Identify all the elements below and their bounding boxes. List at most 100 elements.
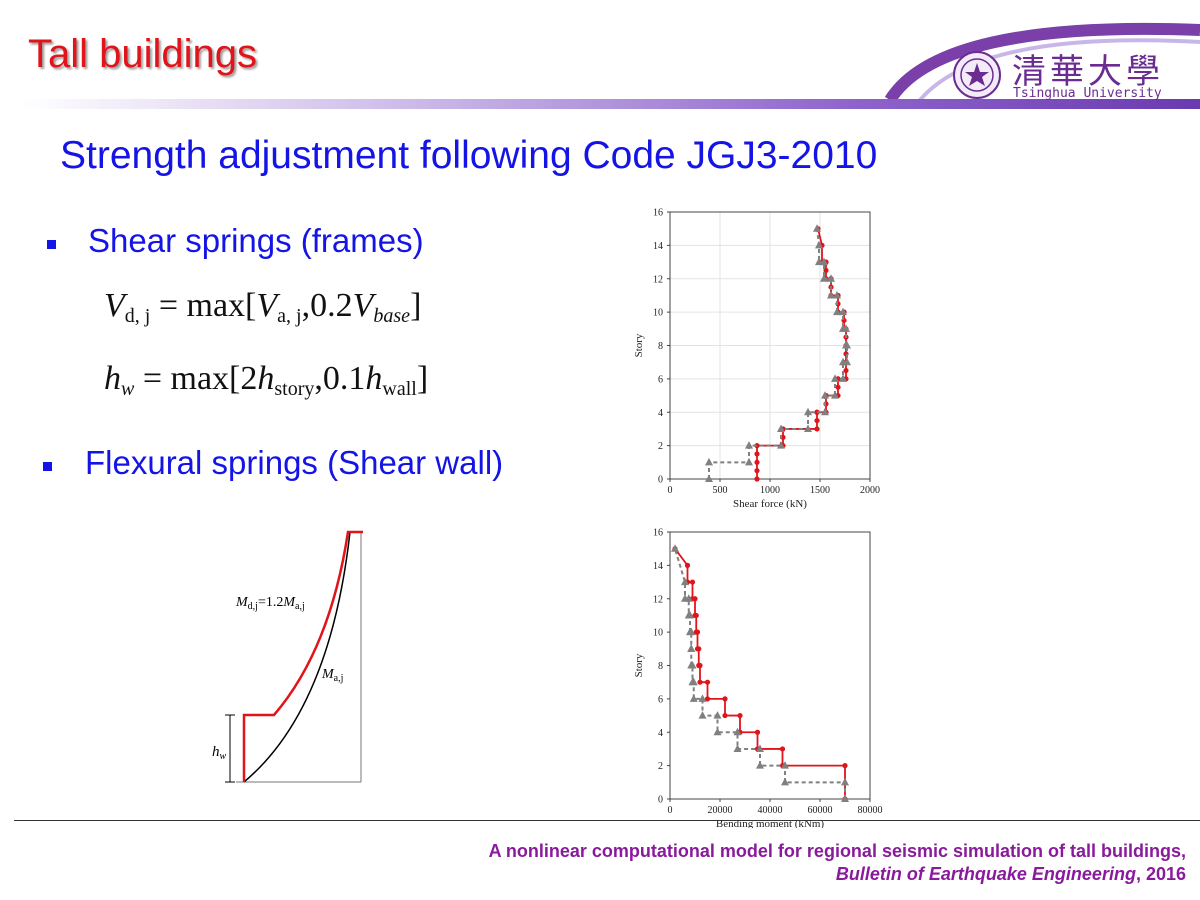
data-point-triangle: [705, 457, 713, 466]
logo-english-text: Tsinghua University: [1013, 86, 1162, 101]
data-point-triangle: [756, 761, 764, 769]
eq2-term1-sub: story: [274, 378, 315, 400]
moment-diagram: Md,j=1.2Ma,j Ma,j hw: [212, 530, 363, 783]
data-point-circle: [814, 426, 820, 432]
title-underline-bar: [20, 99, 1200, 109]
footer-divider: [14, 820, 1200, 821]
x-tick-label: 0: [668, 805, 673, 816]
y-axis-label: Story: [633, 333, 645, 357]
eq1-mid: ,0.2: [301, 287, 353, 324]
data-point-triangle: [681, 577, 689, 586]
data-point-triangle: [681, 594, 689, 602]
data-point-circle: [722, 712, 728, 719]
bullet-flexural-springs: Flexural springs (Shear wall): [85, 444, 504, 481]
data-point-triangle: [733, 744, 742, 752]
eq2-term2: h: [365, 360, 383, 397]
data-point-triangle: [827, 274, 835, 282]
x-tick-label: 1500: [810, 485, 830, 496]
eq1-term1: V: [256, 287, 278, 324]
eq1-term1-sub: a, j: [277, 305, 302, 327]
bullet-marker: [43, 462, 52, 471]
bullet-marker: [47, 240, 56, 249]
data-point-triangle: [705, 474, 713, 482]
data-point-triangle: [686, 627, 694, 636]
data-point-circle: [704, 696, 711, 702]
y-tick-label: 6: [658, 374, 663, 385]
eq2-end: ]: [416, 360, 429, 397]
data-point-triangle: [671, 544, 679, 552]
slide-subtitle: Strength adjustment following Code JGJ3-…: [60, 134, 878, 177]
citation-year: , 2016: [1135, 864, 1186, 884]
data-point-triangle: [687, 661, 696, 669]
y-tick-label: 2: [658, 441, 663, 452]
y-tick-label: 8: [658, 341, 663, 352]
y-tick-label: 12: [653, 594, 663, 605]
y-tick-label: 0: [658, 475, 663, 486]
eq1-lhs: V: [104, 287, 125, 324]
citation-title: A nonlinear computational model for regi…: [488, 841, 1186, 861]
citation-journal-line: Bulletin of Earthquake Engineering, 2016: [836, 864, 1186, 885]
eq2-mid: ,0.1: [314, 360, 366, 397]
eq1-term2: V: [352, 287, 374, 324]
bullet-shear-springs: Shear springs (frames): [88, 222, 424, 259]
data-point-triangle: [733, 727, 742, 736]
data-point-circle: [835, 384, 841, 390]
eq2-op: = max[2: [142, 360, 258, 397]
data-point-triangle: [821, 407, 829, 416]
x-tick-label: 80000: [858, 805, 883, 816]
eq1-end: ]: [410, 287, 422, 324]
x-tick-label: 20000: [708, 805, 733, 816]
eq2-term2-sub: wall: [382, 378, 417, 400]
eq1-op: = max[: [158, 287, 257, 324]
eq1-lhs-sub: d, j: [124, 305, 151, 327]
x-tick-label: 0: [668, 485, 673, 496]
data-point-triangle: [815, 240, 823, 249]
data-point-circle: [754, 468, 760, 474]
data-point-circle: [754, 443, 760, 449]
data-point-triangle: [839, 324, 847, 332]
data-point-triangle: [833, 290, 841, 299]
x-tick-label: 2000: [860, 485, 880, 496]
equation-hw: hw = max[2hstory,0.1hwall]: [104, 360, 428, 401]
citation-journal: Bulletin of Earthquake Engineering: [835, 864, 1136, 884]
curve-md-adjusted: [242, 530, 363, 782]
data-point-circle: [694, 646, 701, 652]
slide-title: Tall buildings: [28, 32, 258, 76]
data-point-circle: [692, 612, 698, 619]
data-point-circle: [693, 629, 699, 635]
data-point-triangle: [688, 677, 697, 686]
y-tick-label: 14: [653, 241, 663, 252]
data-point-circle: [843, 367, 849, 374]
eq2-lhs-sub: w: [121, 378, 135, 400]
data-point-circle: [754, 459, 760, 465]
label-hw: hw: [212, 744, 227, 762]
y-tick-label: 16: [653, 528, 663, 539]
label-ma: Ma,j: [321, 667, 343, 684]
data-point-triangle: [781, 777, 789, 786]
data-point-triangle: [777, 424, 785, 432]
data-point-triangle: [831, 391, 839, 399]
data-point-circle: [722, 696, 728, 702]
data-point-triangle: [781, 761, 789, 769]
eq2-term1: h: [257, 360, 275, 397]
data-point-triangle: [839, 374, 847, 382]
data-point-triangle: [689, 694, 698, 702]
y-tick-label: 10: [653, 308, 663, 319]
data-point-triangle: [831, 374, 839, 382]
data-point-circle: [842, 763, 848, 769]
eq2-lhs: h: [104, 360, 121, 397]
logo-arc-decoration: [884, 22, 1200, 100]
data-point-triangle: [813, 224, 821, 232]
y-tick-label: 16: [653, 208, 663, 219]
x-tick-label: 500: [713, 485, 728, 496]
x-tick-label: 40000: [758, 805, 783, 816]
y-tick-label: 4: [658, 728, 663, 739]
data-point-triangle: [821, 391, 829, 399]
data-point-triangle: [820, 274, 828, 282]
eq1-term2-sub: base: [373, 305, 411, 327]
data-point-triangle: [842, 341, 850, 349]
chart-bending-moment: 0 20000 40000 60000 80000 0 2 4 6 8 10 12 14 16 Bendin…: [633, 528, 883, 829]
data-point-triangle: [841, 794, 849, 802]
tsinghua-seal-icon: [953, 51, 1001, 99]
data-point-circle: [754, 729, 761, 735]
